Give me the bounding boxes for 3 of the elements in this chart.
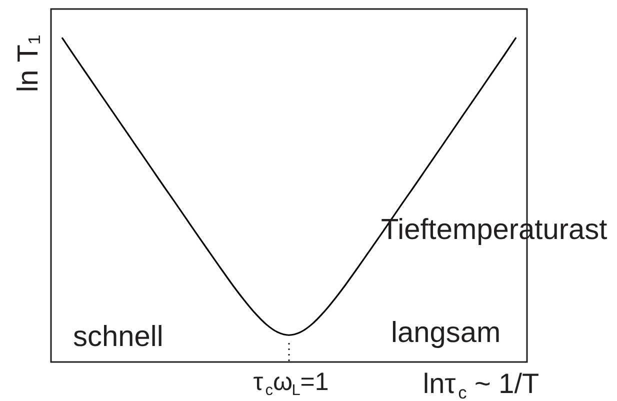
- annotation: schnell: [73, 321, 164, 353]
- y-axis-title: ln T₁: [12, 34, 44, 92]
- annotation: langsam: [391, 317, 501, 349]
